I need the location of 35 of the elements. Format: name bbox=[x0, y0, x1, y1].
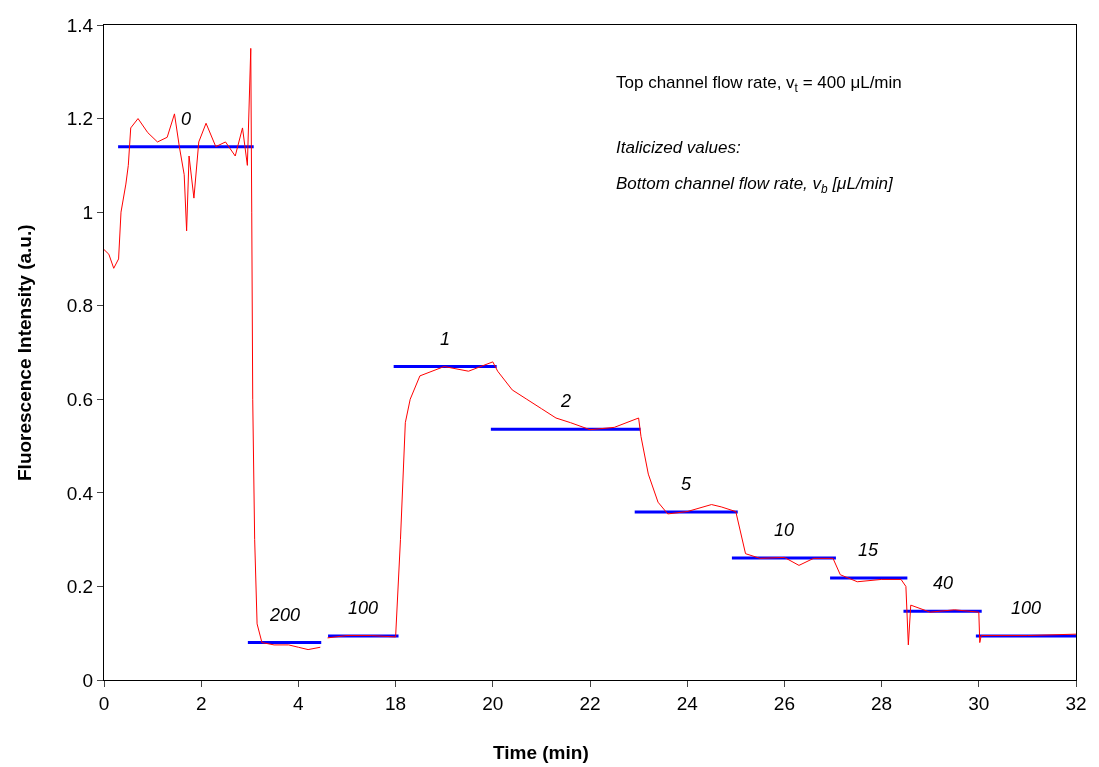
y-axis-title: Fluorescence Intensity (a.u.) bbox=[14, 224, 35, 481]
x-tick-label: 18 bbox=[385, 692, 407, 714]
y-tick-label: 0 bbox=[82, 669, 94, 691]
series-label: 1 bbox=[440, 329, 451, 349]
y-tick-label: 0.6 bbox=[66, 388, 94, 410]
annotation: Italicized values: bbox=[616, 138, 741, 157]
x-tick-label: 20 bbox=[482, 692, 504, 714]
x-axis-title: Time (min) bbox=[493, 742, 589, 763]
series-label: 10 bbox=[774, 520, 795, 540]
series-label: 100 bbox=[348, 598, 379, 618]
x-tick-label: 28 bbox=[871, 692, 893, 714]
annotation: Top channel flow rate, v$_{t}$ = 400 μL/min bbox=[616, 73, 902, 95]
y-tick-label: 1.4 bbox=[66, 14, 94, 36]
series-label: 100 bbox=[1011, 598, 1042, 618]
series-label: 200 bbox=[269, 605, 301, 625]
series-label: 0 bbox=[181, 109, 192, 129]
x-tick-label: 0 bbox=[98, 692, 110, 714]
series-label: 5 bbox=[681, 474, 692, 494]
y-tick-label: 1.2 bbox=[66, 108, 94, 130]
series-label: 2 bbox=[560, 391, 572, 411]
line-series bbox=[104, 47, 321, 651]
x-tick-label: 30 bbox=[968, 692, 990, 714]
x-tick-label: 24 bbox=[676, 692, 699, 714]
x-tick-label: 22 bbox=[579, 692, 601, 714]
x-tick-label: 4 bbox=[293, 692, 305, 714]
series-label: 40 bbox=[933, 573, 954, 593]
x-tick-label: 26 bbox=[773, 692, 795, 714]
annotation: Bottom channel flow rate, v$_{b}$ [μL/min] bbox=[616, 174, 894, 196]
series-label: 15 bbox=[858, 540, 880, 560]
y-tick-label: 0.8 bbox=[66, 295, 94, 317]
y-tick-label: 0.2 bbox=[66, 576, 94, 598]
y-tick-label: 1 bbox=[82, 201, 94, 223]
x-tick-label: 2 bbox=[195, 692, 207, 714]
y-tick-label: 0.4 bbox=[66, 482, 94, 504]
x-tick-label: 32 bbox=[1065, 692, 1087, 714]
